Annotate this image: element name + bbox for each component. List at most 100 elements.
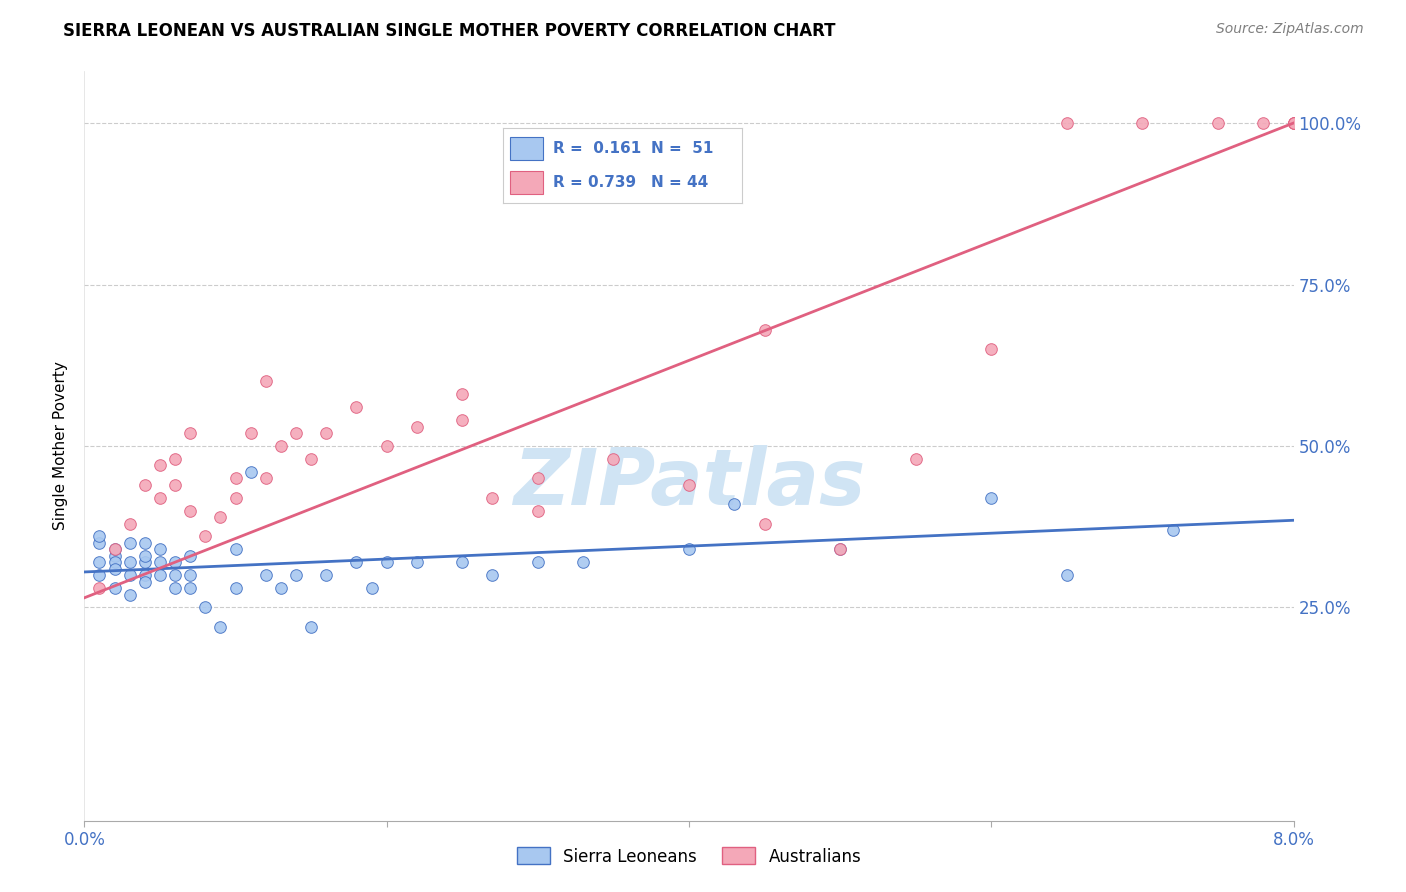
Point xyxy=(830,542,852,557)
Point xyxy=(225,471,247,485)
Point xyxy=(149,568,172,582)
Point xyxy=(270,439,292,453)
Point xyxy=(527,471,550,485)
Point xyxy=(134,549,156,563)
Point xyxy=(89,529,111,543)
Y-axis label: Single Mother Poverty: Single Mother Poverty xyxy=(53,361,69,531)
Point xyxy=(299,620,322,634)
Point xyxy=(406,419,429,434)
Point xyxy=(451,413,474,427)
Point xyxy=(225,581,247,595)
Point xyxy=(149,542,172,557)
Point xyxy=(254,375,277,389)
Point xyxy=(239,465,262,479)
Point xyxy=(89,555,111,569)
Point xyxy=(225,542,247,557)
Point xyxy=(179,568,201,582)
Point xyxy=(149,491,172,505)
Point xyxy=(89,536,111,550)
Point xyxy=(754,516,776,531)
Point xyxy=(239,426,262,441)
Point xyxy=(104,542,127,557)
Point xyxy=(360,581,382,595)
Point xyxy=(285,568,308,582)
Point xyxy=(527,555,550,569)
Point xyxy=(118,536,141,550)
Point xyxy=(1056,116,1078,130)
Point xyxy=(375,439,398,453)
Point xyxy=(270,581,292,595)
Point xyxy=(165,581,187,595)
Point xyxy=(723,497,745,511)
Point xyxy=(134,568,156,582)
Point xyxy=(1056,568,1078,582)
Point xyxy=(451,387,474,401)
Point xyxy=(209,620,232,634)
Point xyxy=(678,542,700,557)
Point xyxy=(104,562,127,576)
Point xyxy=(406,555,429,569)
Point xyxy=(165,568,187,582)
Point xyxy=(1282,116,1305,130)
Point xyxy=(254,568,277,582)
Point xyxy=(1282,116,1305,130)
Point xyxy=(134,574,156,589)
Text: ZIPatlas: ZIPatlas xyxy=(513,445,865,522)
Point xyxy=(118,588,141,602)
Point xyxy=(118,568,141,582)
Text: N = 44: N = 44 xyxy=(651,176,709,190)
Point xyxy=(451,555,474,569)
Point xyxy=(165,451,187,466)
Legend: Sierra Leoneans, Australians: Sierra Leoneans, Australians xyxy=(510,841,868,872)
Point xyxy=(315,568,337,582)
Point xyxy=(89,568,111,582)
Point xyxy=(481,491,503,505)
Point xyxy=(179,549,201,563)
Point xyxy=(285,426,308,441)
Point xyxy=(209,510,232,524)
Point xyxy=(104,542,127,557)
Point xyxy=(980,491,1002,505)
Bar xyxy=(510,171,543,194)
Point xyxy=(1161,523,1184,537)
Point xyxy=(104,549,127,563)
Point xyxy=(149,555,172,569)
Text: R = 0.739: R = 0.739 xyxy=(553,176,636,190)
Point xyxy=(1282,116,1305,130)
Point xyxy=(754,323,776,337)
Point xyxy=(179,426,201,441)
Text: R =  0.161: R = 0.161 xyxy=(553,141,641,156)
Point xyxy=(225,491,247,505)
Point xyxy=(299,451,322,466)
Point xyxy=(254,471,277,485)
Point xyxy=(165,477,187,491)
Point xyxy=(149,458,172,473)
Point xyxy=(179,581,201,595)
Point xyxy=(1206,116,1229,130)
Point xyxy=(194,529,217,543)
Point xyxy=(1253,116,1275,130)
Point xyxy=(1132,116,1154,130)
Point xyxy=(104,581,127,595)
Text: N =  51: N = 51 xyxy=(651,141,714,156)
Point xyxy=(481,568,503,582)
Point xyxy=(315,426,337,441)
Text: Source: ZipAtlas.com: Source: ZipAtlas.com xyxy=(1216,22,1364,37)
Text: SIERRA LEONEAN VS AUSTRALIAN SINGLE MOTHER POVERTY CORRELATION CHART: SIERRA LEONEAN VS AUSTRALIAN SINGLE MOTH… xyxy=(63,22,835,40)
Point xyxy=(134,536,156,550)
Point xyxy=(165,555,187,569)
Point xyxy=(375,555,398,569)
Point xyxy=(89,581,111,595)
Point xyxy=(1282,116,1305,130)
Point xyxy=(134,477,156,491)
Point xyxy=(980,342,1002,356)
Point xyxy=(678,477,700,491)
Point xyxy=(118,516,141,531)
Point xyxy=(602,451,624,466)
Bar xyxy=(510,137,543,161)
Point xyxy=(104,555,127,569)
Point xyxy=(904,451,927,466)
Point xyxy=(346,401,368,415)
Point xyxy=(179,503,201,517)
Point xyxy=(194,600,217,615)
